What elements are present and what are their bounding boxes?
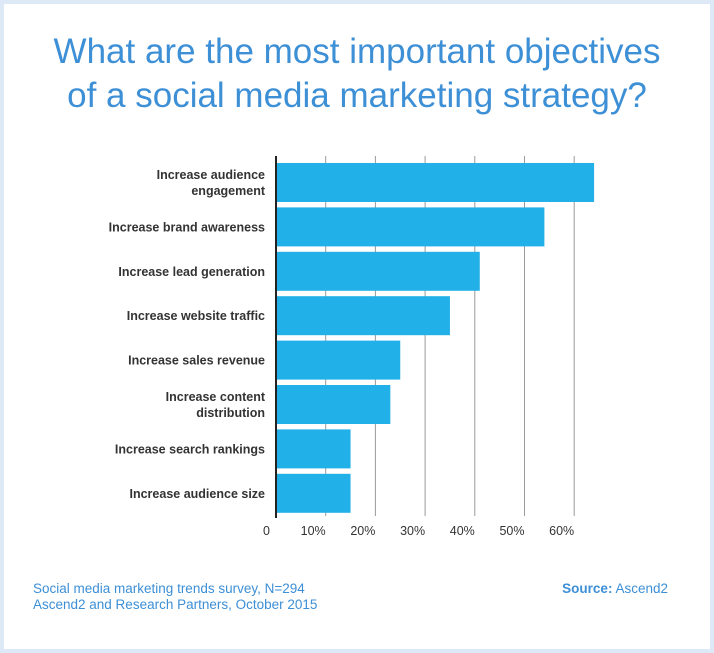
- bar-chart: 0 10% 20% 30% 40% 50% 60% Increase audience enga…: [109, 156, 595, 538]
- bar: [276, 340, 401, 380]
- bar: [276, 207, 545, 247]
- x-tick-label: 20%: [350, 524, 375, 538]
- x-tick-label: 10%: [301, 524, 326, 538]
- survey-note-line-2: Ascend2 and Research Partners, October 2…: [33, 597, 318, 612]
- x-tick-label: 50%: [499, 524, 524, 538]
- chart-card: What are the most important objectives o…: [4, 4, 710, 649]
- chart-title-line-1: What are the most important objectives: [53, 32, 661, 71]
- category-label: engagement: [191, 184, 265, 198]
- x-tick-label: 30%: [400, 524, 425, 538]
- chart-title: What are the most important objectives o…: [4, 30, 710, 118]
- category-label: Increase sales revenue: [128, 354, 265, 368]
- source-value: Ascend2: [615, 581, 668, 596]
- bar: [276, 296, 450, 336]
- bar: [276, 385, 391, 424]
- survey-note: Social media marketing trends survey, N=…: [33, 581, 317, 613]
- bar: [276, 251, 480, 291]
- survey-note-line-1: Social media marketing trends survey, N=…: [33, 581, 305, 596]
- x-tick-label: 40%: [450, 524, 475, 538]
- category-label: Increase brand awareness: [109, 220, 265, 234]
- category-label: Increase search rankings: [115, 442, 265, 456]
- x-tick-label: 60%: [549, 524, 574, 538]
- category-label: Increase website traffic: [127, 309, 265, 323]
- chart-title-line-2: of a social media marketing strategy?: [67, 76, 647, 115]
- category-label: Increase lead generation: [118, 265, 265, 279]
- bar: [276, 163, 595, 202]
- x-tick-label: 0: [263, 524, 270, 538]
- source-label: Source:: [562, 581, 613, 596]
- source-note: Source: Ascend2: [562, 581, 668, 597]
- bar: [276, 473, 351, 513]
- bar: [276, 429, 351, 469]
- category-label: Increase content: [166, 390, 266, 404]
- category-label: Increase audience: [157, 168, 265, 182]
- category-label: distribution: [196, 406, 265, 420]
- category-label: Increase audience size: [130, 487, 266, 501]
